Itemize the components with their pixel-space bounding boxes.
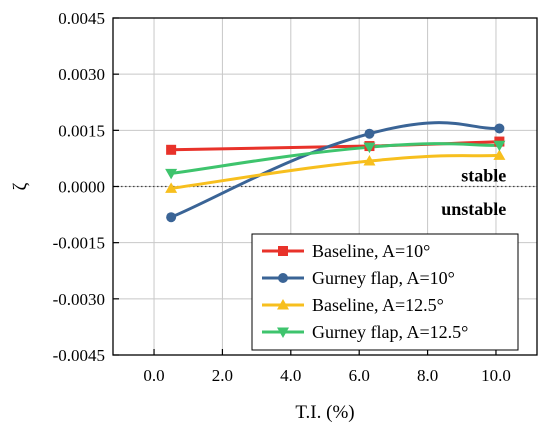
series-1-point-0 [166,212,177,223]
series-markers [165,123,506,223]
series-2-point-2 [493,149,506,160]
series-3-point-1 [363,142,376,154]
y-axis-title: ζ [10,182,31,190]
tick-labels: 0.0 2.0 4.0 6.0 8.0 10.0 0.0045 0.0030 0.0015 0.0… [53,9,511,385]
series-1-point-2 [494,123,505,134]
x-tick-label-4: 8.0 [417,366,438,385]
legend-label-3: Gurney flap, A=12.5° [312,322,468,342]
x-tick-label-0: 0.0 [143,366,164,385]
y-tick-label-0: 0.0045 [58,9,105,28]
x-tick-label-1: 2.0 [212,366,233,385]
y-tick-label-2: 0.0015 [58,121,105,140]
x-tick-label-3: 6.0 [349,366,370,385]
series-3-point-2 [493,140,506,152]
y-tick-label-5: -0.0030 [53,290,105,309]
y-tick-label-3: 0.0000 [58,178,105,197]
x-tick-label-2: 4.0 [280,366,301,385]
legend-label-1: Gurney flap, A=10° [312,268,455,288]
x-tick-label-5: 10.0 [481,366,511,385]
legend-marker-2 [277,299,289,310]
series-2-point-1 [363,155,376,166]
series-line-0 [171,140,500,152]
legend-items: Baseline, A=10° Gurney flap, A=10° Baselin… [262,241,468,342]
series-line-1 [170,121,500,219]
y-tick-label-1: 0.0030 [58,65,105,84]
legend-marker-0 [278,246,288,256]
series-lines [170,121,500,219]
legend: Baseline, A=10° Gurney flap, A=10° Baselin… [251,233,519,351]
legend-label-0: Baseline, A=10° [312,241,430,261]
legend-label-2: Baseline, A=12.5° [312,295,444,315]
series-3-point-0 [165,168,178,180]
series-2-point-0 [165,182,178,193]
y-tick-label-4: -0.0015 [53,234,105,253]
annotation-unstable: unstable [441,199,506,219]
axis-ticks [113,17,497,356]
y-tick-label-6: -0.0045 [53,346,105,365]
annotation-stable: stable [461,165,506,185]
legend-marker-1 [278,273,288,283]
legend-marker-3 [277,327,289,338]
series-line-3 [170,142,500,175]
series-line-2 [170,153,500,190]
series-1-point-1 [364,128,375,139]
series-0-point-0 [166,144,177,155]
x-axis-title: T.I. (%) [295,402,354,423]
